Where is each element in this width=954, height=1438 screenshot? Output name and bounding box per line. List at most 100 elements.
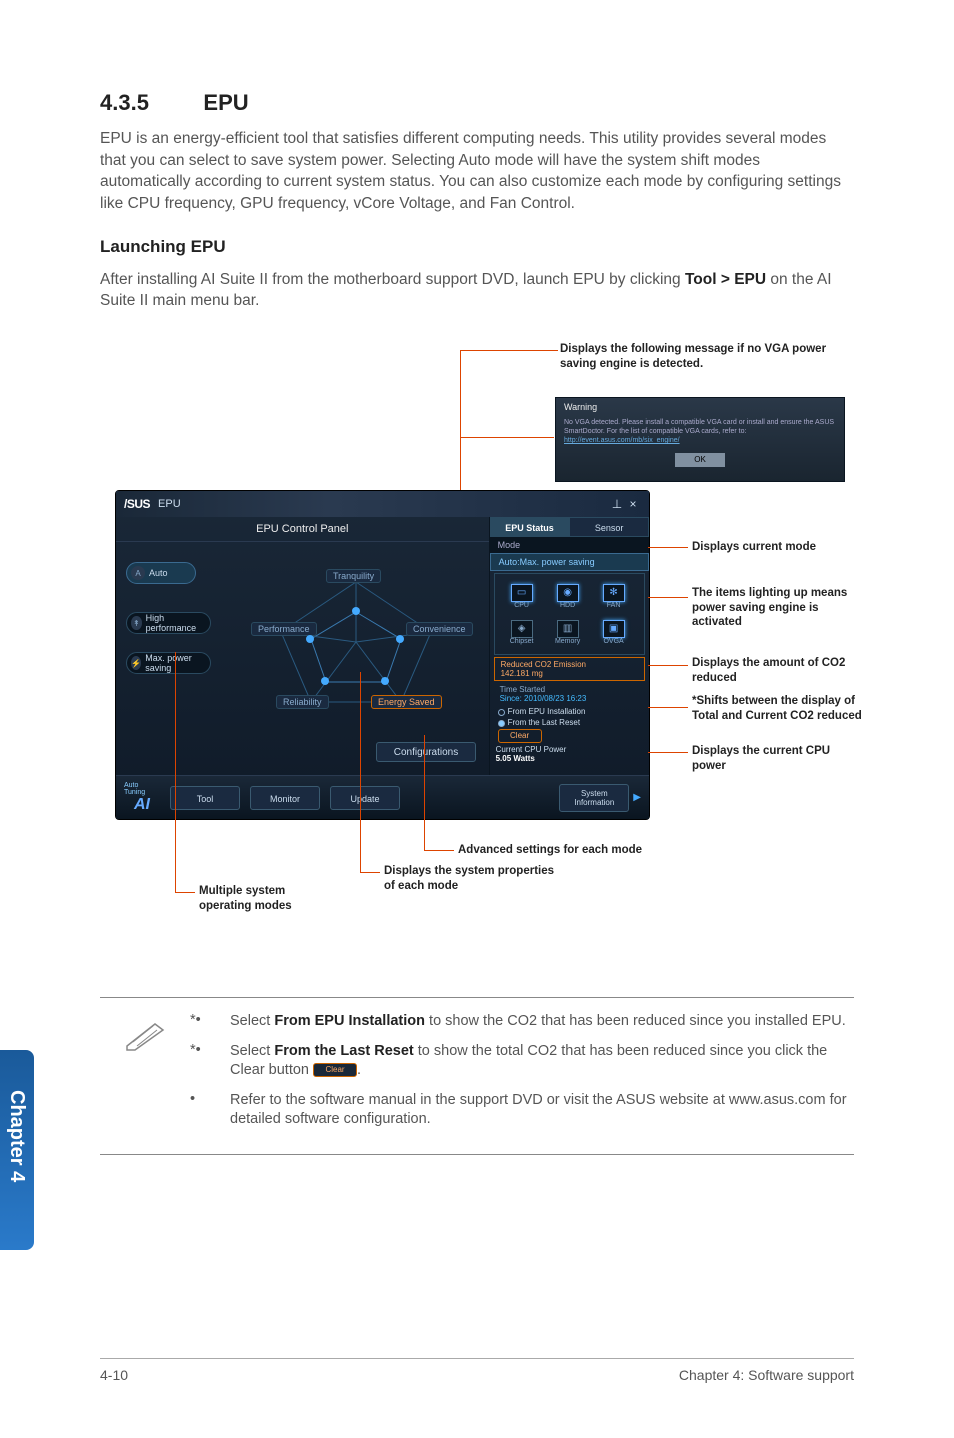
radio-reset[interactable]: From the Last Reset: [498, 718, 641, 727]
mode-high-label: High performance: [146, 613, 200, 633]
epu-bottom-bar: Auto Tuning AI Tool Monitor Update Syste…: [116, 775, 649, 819]
pent-energy: Energy Saved: [371, 695, 442, 709]
chapter-tab-text: Chapter 4: [0, 1050, 28, 1182]
section-title: EPU: [203, 90, 248, 116]
auto-tuning-icon[interactable]: Auto Tuning AI: [124, 783, 160, 813]
clear-inline: Clear: [313, 1063, 357, 1077]
launch-bold: Tool > EPU: [685, 271, 766, 288]
cpu-icon: ▭CPU: [499, 578, 545, 614]
n2-pre: Select: [230, 1043, 274, 1059]
cpu-power-value: 5.05 Watts: [496, 754, 643, 763]
warning-ok-button[interactable]: OK: [675, 453, 725, 467]
note-bullet: •: [190, 1091, 230, 1130]
ts-value: Since: 2010/08/23 16:23: [500, 694, 639, 703]
warning-body-text: No VGA detected. Please install a compat…: [564, 419, 834, 435]
page-number: 4-10: [100, 1367, 128, 1383]
epu-right-panel: EPU Status Sensor Mode Auto:Max. power s…: [490, 517, 649, 775]
configurations-button[interactable]: Configurations: [376, 742, 476, 762]
chapter-tab: Chapter 4: [0, 1050, 34, 1250]
note-bullet: *•: [190, 1012, 230, 1032]
callout-cpu-power: Displays the current CPU power: [692, 744, 852, 773]
epu-titlebar: /SUS EPU ⊥ ×: [116, 491, 649, 517]
fan-icon: ✻FAN: [591, 578, 637, 614]
tool-button[interactable]: Tool: [170, 786, 240, 810]
power-save-icon: ⚡: [131, 656, 141, 670]
system-info-button[interactable]: System Information: [559, 784, 629, 812]
pent-convenience: Convenience: [406, 622, 473, 636]
launching-heading: Launching EPU: [100, 237, 854, 257]
co2-box: Reduced CO2 Emission 142.181 mg: [494, 657, 645, 681]
callout-line: [175, 892, 195, 893]
vga-icon: ▣OVGA: [591, 614, 637, 650]
intro-paragraph: EPU is an energy-efficient tool that sat…: [100, 128, 854, 215]
note-item: *• Select From the Last Reset to show th…: [190, 1042, 854, 1081]
mode-auto-button[interactable]: A Auto: [126, 562, 196, 584]
note-list: *• Select From EPU Installation to show …: [190, 1012, 854, 1140]
cpu-power-label: Current CPU Power: [496, 745, 643, 754]
callout-line: [424, 735, 425, 850]
section-header: 4.3.5 EPU: [100, 90, 854, 116]
high-perf-icon: ↟: [131, 616, 142, 630]
warning-link[interactable]: http://event.asus.com/mb/six_engine/: [564, 437, 680, 444]
close-icon[interactable]: ×: [625, 497, 641, 511]
pent-tranquility: Tranquility: [326, 569, 381, 583]
n1-pre: Select: [230, 1013, 274, 1029]
mode-value: Auto:Max. power saving: [490, 553, 649, 571]
mode-auto-label: Auto: [149, 568, 168, 578]
tab-epu-status[interactable]: EPU Status: [490, 517, 570, 537]
callout-line: [648, 752, 688, 753]
callout-current-mode: Displays current mode: [692, 540, 816, 554]
callout-co2-amount: Displays the amount of CO2 reduced: [692, 656, 852, 685]
figure-area: Displays the following message if no VGA…: [100, 342, 860, 962]
pentagon-chart: Tranquility Performance Convenience Reli…: [256, 567, 456, 717]
launching-text: After installing AI Suite II from the mo…: [100, 269, 854, 312]
page-footer: 4-10 Chapter 4: Software support: [100, 1358, 854, 1383]
callout-line: [648, 547, 688, 548]
asus-logo: /SUS: [124, 497, 150, 511]
callout-advanced: Advanced settings for each mode: [458, 843, 642, 857]
n1-bold: From EPU Installation: [274, 1013, 425, 1029]
warning-title: Warning: [564, 402, 836, 412]
clear-button[interactable]: Clear: [498, 729, 542, 743]
monitor-button[interactable]: Monitor: [250, 786, 320, 810]
callout-line: [648, 597, 688, 598]
callout-multiple: Multiple system operating modes: [199, 884, 339, 913]
mode-max-label: Max. power saving: [145, 653, 200, 673]
panel-title: EPU Control Panel: [116, 517, 489, 542]
mode-high-button[interactable]: ↟ High performance: [126, 612, 211, 634]
callout-shifts: *Shifts between the display of Total and…: [692, 694, 862, 723]
co2-label: Reduced CO2 Emission: [501, 660, 638, 669]
warning-body: No VGA detected. Please install a compat…: [564, 418, 836, 445]
arrow-right-icon[interactable]: ▶: [633, 792, 641, 803]
callout-line: [175, 652, 176, 892]
memory-icon: ▥Memory: [545, 614, 591, 650]
epu-control-panel: EPU Control Panel A Auto ↟ High performa…: [116, 517, 490, 775]
mode-label: Mode: [490, 537, 649, 553]
radio-install[interactable]: From EPU Installation: [498, 707, 641, 716]
section-number: 4.3.5: [100, 90, 149, 116]
chipset-icon: ◈Chipset: [499, 614, 545, 650]
mode-max-button[interactable]: ⚡ Max. power saving: [126, 652, 211, 674]
launch-pre: After installing AI Suite II from the mo…: [100, 271, 685, 288]
callout-items-lighting: The items lighting up means power saving…: [692, 586, 862, 629]
pent-performance: Performance: [251, 622, 317, 636]
pent-reliability: Reliability: [276, 695, 329, 709]
window-title: EPU: [158, 498, 181, 510]
tab-sensor[interactable]: Sensor: [569, 517, 649, 537]
n3-text: Refer to the software manual in the supp…: [230, 1091, 854, 1130]
callout-line: [360, 872, 380, 873]
note-item: *• Select From EPU Installation to show …: [190, 1012, 854, 1032]
ts-label: Time Started: [500, 685, 639, 694]
callout-line: [460, 437, 554, 438]
callout-properties: Displays the system properties of each m…: [384, 864, 564, 893]
note-item: • Refer to the software manual in the su…: [190, 1091, 854, 1130]
warning-dialog: Warning No VGA detected. Please install …: [555, 397, 845, 482]
n2-bold: From the Last Reset: [274, 1043, 413, 1059]
epu-window: /SUS EPU ⊥ × EPU Control Panel A Auto ↟ …: [115, 490, 650, 820]
hdd-icon: ◉HDD: [545, 578, 591, 614]
co2-value: 142.181 mg: [501, 669, 638, 678]
note-icon: [100, 1012, 190, 1140]
update-button[interactable]: Update: [330, 786, 400, 810]
pin-icon[interactable]: ⊥: [609, 497, 625, 511]
note-box: *• Select From EPU Installation to show …: [100, 997, 854, 1155]
